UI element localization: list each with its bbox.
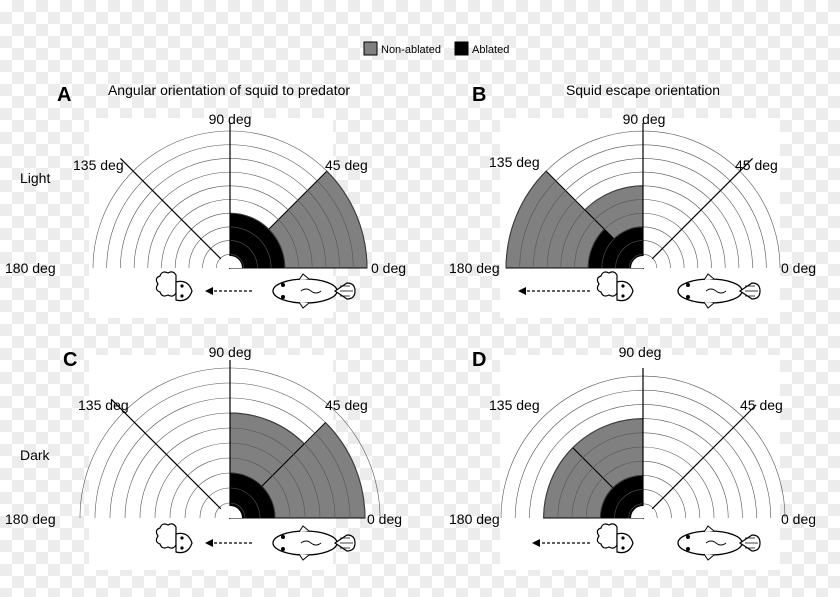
- squid-icon: [596, 271, 634, 302]
- panel-title: Squid escape orientation: [566, 82, 720, 98]
- angle-label-0: 0 deg: [781, 511, 816, 527]
- legend-label-non-ablated: Non-ablated: [381, 44, 441, 56]
- angle-label-45: 45 deg: [740, 397, 783, 413]
- panel-letter: D: [472, 349, 486, 371]
- legend-swatch-non-ablated: [363, 41, 378, 56]
- panel-letter: A: [57, 84, 71, 106]
- arrow-head: [518, 287, 526, 295]
- arrow-head: [205, 287, 213, 295]
- panel-b: B Squid escape orientation 90 deg 45 deg…: [449, 82, 816, 318]
- center-hole: [218, 256, 242, 268]
- panel-d: D 90 deg 45 deg 135 deg 180 deg 0 deg: [449, 344, 816, 570]
- rose-plot: [500, 118, 781, 318]
- fish-icon: [677, 273, 761, 309]
- center-hole: [631, 506, 655, 518]
- row-label-light: Light: [20, 170, 50, 186]
- fish-icon: [677, 525, 761, 561]
- squid-icon: [155, 271, 193, 302]
- angle-label-135: 135 deg: [78, 397, 129, 413]
- fish-icon: [272, 273, 356, 309]
- axis-diagonal: [110, 398, 222, 510]
- rose-plot: [500, 355, 786, 570]
- angle-label-0: 0 deg: [371, 260, 406, 276]
- angle-label-180: 180 deg: [449, 511, 500, 527]
- axis-diagonal: [651, 157, 754, 260]
- angle-label-90: 90 deg: [209, 344, 252, 360]
- angle-label-135: 135 deg: [489, 397, 540, 413]
- center-hole: [631, 256, 655, 268]
- rose-plot: [79, 355, 381, 570]
- angle-label-135: 135 deg: [73, 157, 124, 173]
- angle-label-180: 180 deg: [449, 260, 500, 276]
- angle-label-180: 180 deg: [5, 260, 56, 276]
- angle-label-45: 45 deg: [325, 397, 368, 413]
- panel-letter: B: [472, 84, 486, 106]
- angle-label-0: 0 deg: [367, 511, 402, 527]
- arrow-head: [532, 539, 540, 547]
- panel-c: C 90 deg 45 deg 135 deg 180 deg 0 deg: [5, 344, 402, 570]
- angle-label-135: 135 deg: [489, 154, 540, 170]
- legend: Non-ablated Ablated: [363, 41, 509, 56]
- row-label-dark: Dark: [20, 447, 51, 463]
- panel-title: Angular orientation of squid to predator: [108, 82, 350, 98]
- angle-label-90: 90 deg: [209, 111, 252, 127]
- angle-label-45: 45 deg: [735, 157, 778, 173]
- angle-label-0: 0 deg: [781, 260, 816, 276]
- legend-label-ablated: Ablated: [472, 44, 509, 56]
- angle-label-180: 180 deg: [5, 511, 56, 527]
- fish-icon: [272, 525, 356, 561]
- angle-label-45: 45 deg: [325, 157, 368, 173]
- squid-icon: [596, 523, 634, 554]
- axis-diagonal: [651, 404, 757, 510]
- squid-icon: [155, 523, 193, 554]
- angle-label-90: 90 deg: [619, 344, 662, 360]
- panel-letter: C: [63, 349, 77, 371]
- panel-a: A Angular orientation of squid to predat…: [5, 82, 406, 318]
- legend-swatch-ablated: [454, 41, 469, 56]
- arrow-head: [205, 539, 213, 547]
- angle-label-90: 90 deg: [623, 111, 666, 127]
- center-hole: [218, 506, 242, 518]
- rose-plot: [89, 118, 368, 318]
- axis-diagonal: [119, 157, 222, 260]
